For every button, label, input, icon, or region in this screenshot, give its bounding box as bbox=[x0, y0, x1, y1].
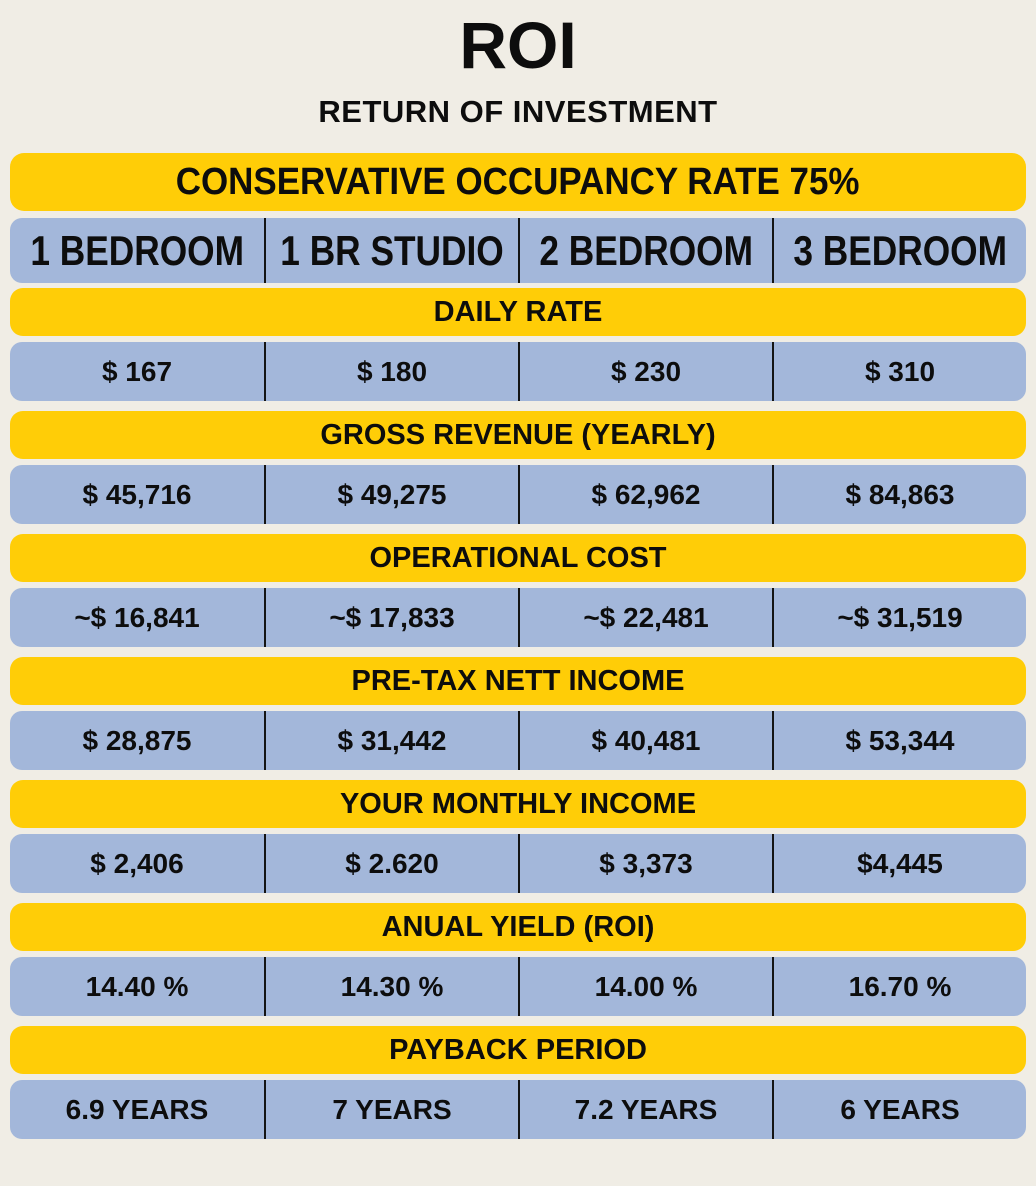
value-text: $ 84,863 bbox=[845, 478, 955, 510]
value-text: 14.00 % bbox=[594, 970, 698, 1002]
value-cell: $ 40,481 bbox=[518, 711, 772, 770]
value-cell: $ 2.620 bbox=[264, 834, 518, 893]
column-header-1-bedroom: 1 BEDROOM bbox=[10, 218, 264, 283]
column-header-label: 1 BR STUDIO bbox=[280, 226, 504, 274]
value-text: $ 2,406 bbox=[90, 847, 184, 879]
value-cell: $ 31,442 bbox=[264, 711, 518, 770]
section-label-text: DAILY RATE bbox=[433, 295, 603, 328]
value-cell: $ 49,275 bbox=[264, 465, 518, 524]
value-cell: ~$ 16,841 bbox=[10, 588, 264, 647]
value-cell: ~$ 22,481 bbox=[518, 588, 772, 647]
value-text: ~$ 17,833 bbox=[329, 601, 455, 633]
section-label-text: ANUAL YIELD (ROI) bbox=[381, 910, 655, 943]
section-values-pretax-nett-income: $ 28,875 $ 31,442 $ 40,481 $ 53,344 bbox=[10, 711, 1026, 770]
value-text: $ 49,275 bbox=[337, 478, 447, 510]
value-text: 6 YEARS bbox=[840, 1093, 960, 1125]
column-header-label: 2 BEDROOM bbox=[539, 226, 753, 274]
section-label-gross-revenue: GROSS REVENUE (YEARLY) bbox=[10, 411, 1026, 459]
column-header-row: 1 BEDROOM 1 BR STUDIO 2 BEDROOM 3 BEDROO… bbox=[10, 218, 1026, 283]
section-label-pretax-nett-income: PRE-TAX NETT INCOME bbox=[10, 657, 1026, 705]
occupancy-rate-banner-label: CONSERVATIVE OCCUPANCY RATE 75% bbox=[176, 160, 860, 203]
value-cell: 14.30 % bbox=[264, 957, 518, 1016]
section-values-gross-revenue: $ 45,716 $ 49,275 $ 62,962 $ 84,863 bbox=[10, 465, 1026, 524]
page-subtitle: RETURN OF INVESTMENT bbox=[318, 94, 718, 129]
value-text: $ 62,962 bbox=[591, 478, 701, 510]
value-cell: ~$ 17,833 bbox=[264, 588, 518, 647]
value-text: 16.70 % bbox=[848, 970, 952, 1002]
value-cell: 14.40 % bbox=[10, 957, 264, 1016]
value-text: $ 28,875 bbox=[82, 724, 192, 756]
page-title: ROI bbox=[459, 8, 577, 82]
value-text: $ 2.620 bbox=[345, 847, 439, 879]
value-cell: 16.70 % bbox=[772, 957, 1026, 1016]
value-text: ~$ 16,841 bbox=[74, 601, 200, 633]
value-cell: $ 3,373 bbox=[518, 834, 772, 893]
occupancy-rate-banner: CONSERVATIVE OCCUPANCY RATE 75% bbox=[10, 153, 1026, 211]
value-cell: $ 84,863 bbox=[772, 465, 1026, 524]
value-cell: $ 62,962 bbox=[518, 465, 772, 524]
column-header-3-bedroom: 3 BEDROOM bbox=[772, 218, 1026, 283]
value-cell: ~$ 31,519 bbox=[772, 588, 1026, 647]
value-cell: 7 YEARS bbox=[264, 1080, 518, 1139]
section-values-anual-yield: 14.40 % 14.30 % 14.00 % 16.70 % bbox=[10, 957, 1026, 1016]
value-cell: $ 53,344 bbox=[772, 711, 1026, 770]
section-values-monthly-income: $ 2,406 $ 2.620 $ 3,373 $4,445 bbox=[10, 834, 1026, 893]
section-label-text: PAYBACK PERIOD bbox=[389, 1033, 647, 1066]
section-label-text: OPERATIONAL COST bbox=[369, 541, 667, 574]
section-values-daily-rate: $ 167 $ 180 $ 230 $ 310 bbox=[10, 342, 1026, 401]
section-label-payback-period: PAYBACK PERIOD bbox=[10, 1026, 1026, 1074]
value-cell: 14.00 % bbox=[518, 957, 772, 1016]
value-cell: $ 167 bbox=[10, 342, 264, 401]
value-cell: 6.9 YEARS bbox=[10, 1080, 264, 1139]
value-cell: $ 28,875 bbox=[10, 711, 264, 770]
value-cell: $ 2,406 bbox=[10, 834, 264, 893]
value-cell: $ 45,716 bbox=[10, 465, 264, 524]
section-label-anual-yield: ANUAL YIELD (ROI) bbox=[10, 903, 1026, 951]
section-label-text: PRE-TAX NETT INCOME bbox=[351, 664, 685, 697]
value-text: $ 40,481 bbox=[591, 724, 701, 756]
value-text: $ 45,716 bbox=[82, 478, 192, 510]
value-cell: $ 310 bbox=[772, 342, 1026, 401]
value-text: $ 53,344 bbox=[845, 724, 955, 756]
section-label-monthly-income: YOUR MONTHLY INCOME bbox=[10, 780, 1026, 828]
column-header-2-bedroom: 2 BEDROOM bbox=[518, 218, 772, 283]
section-label-daily-rate: DAILY RATE bbox=[10, 288, 1026, 336]
value-text: 7 YEARS bbox=[332, 1093, 452, 1125]
value-text: ~$ 31,519 bbox=[837, 601, 963, 633]
column-header-label: 1 BEDROOM bbox=[30, 226, 244, 274]
section-values-operational-cost: ~$ 16,841 ~$ 17,833 ~$ 22,481 ~$ 31,519 bbox=[10, 588, 1026, 647]
value-text: 14.30 % bbox=[340, 970, 444, 1002]
section-label-text: YOUR MONTHLY INCOME bbox=[339, 787, 697, 820]
value-cell: $ 230 bbox=[518, 342, 772, 401]
section-label-text: GROSS REVENUE (YEARLY) bbox=[320, 418, 716, 451]
value-text: $ 31,442 bbox=[337, 724, 447, 756]
value-text: 6.9 YEARS bbox=[65, 1093, 209, 1125]
roi-table: CONSERVATIVE OCCUPANCY RATE 75% 1 BEDROO… bbox=[10, 153, 1026, 1139]
value-text: 14.40 % bbox=[85, 970, 189, 1002]
section-label-operational-cost: OPERATIONAL COST bbox=[10, 534, 1026, 582]
value-cell: 7.2 YEARS bbox=[518, 1080, 772, 1139]
value-cell: 6 YEARS bbox=[772, 1080, 1026, 1139]
section-values-payback-period: 6.9 YEARS 7 YEARS 7.2 YEARS 6 YEARS bbox=[10, 1080, 1026, 1139]
column-header-1-br-studio: 1 BR STUDIO bbox=[264, 218, 518, 283]
value-text: $ 3,373 bbox=[599, 847, 693, 879]
value-text: $ 167 bbox=[101, 355, 173, 387]
page-header: ROI RETURN OF INVESTMENT bbox=[0, 0, 1036, 153]
value-text: $ 310 bbox=[864, 355, 936, 387]
value-cell: $4,445 bbox=[772, 834, 1026, 893]
value-text: $ 230 bbox=[610, 355, 682, 387]
value-text: ~$ 22,481 bbox=[583, 601, 709, 633]
value-text: 7.2 YEARS bbox=[574, 1093, 718, 1125]
value-text: $4,445 bbox=[857, 847, 943, 879]
value-cell: $ 180 bbox=[264, 342, 518, 401]
value-text: $ 180 bbox=[356, 355, 428, 387]
column-header-label: 3 BEDROOM bbox=[793, 226, 1007, 274]
